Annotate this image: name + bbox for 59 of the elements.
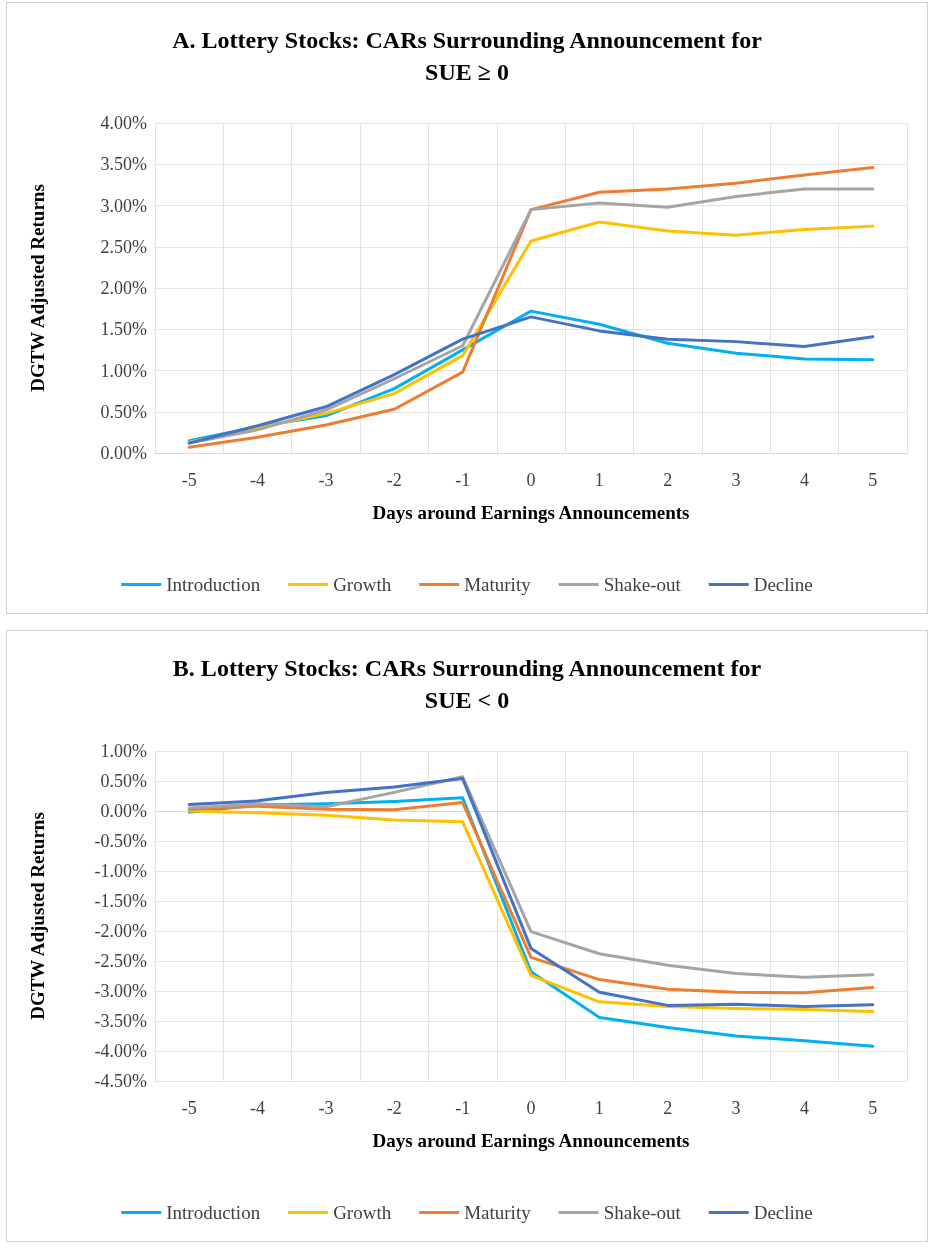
y-tick-label: -2.50%: [94, 951, 147, 971]
y-tick-label: -3.50%: [94, 1011, 147, 1031]
y-tick-label: 3.00%: [100, 195, 147, 216]
chart-title: A. Lottery Stocks: CARs Surrounding Announcement for SUE ≥ 0: [172, 27, 763, 85]
y-tick-label: 2.00%: [100, 278, 147, 298]
y-tick-label: -0.50%: [94, 831, 147, 851]
legend-label: Introduction: [166, 574, 261, 595]
x-tick-label: 0: [526, 470, 536, 490]
y-tick-label: 1.50%: [100, 319, 147, 340]
y-tick-label: 1.00%: [100, 741, 147, 761]
x-axis-title: Days around Earnings Announcements: [372, 502, 690, 523]
legend-label: Decline: [753, 574, 813, 595]
legend-label: Growth: [333, 1202, 392, 1223]
y-tick-label: -4.00%: [94, 1041, 147, 1061]
legend-label: Introduction: [166, 1202, 261, 1223]
x-tick-label: 5: [868, 470, 878, 490]
x-tick-label: 2: [663, 1098, 673, 1118]
x-tick-label: 1: [594, 1098, 604, 1118]
x-tick-label: 4: [799, 1098, 809, 1118]
x-tick-label: -3: [318, 1098, 334, 1118]
legend-label: Maturity: [464, 574, 532, 595]
legend-label: Growth: [333, 574, 392, 595]
x-tick-label: 5: [868, 1098, 878, 1118]
x-tick-label: -5: [181, 470, 197, 490]
x-tick-label: 4: [799, 470, 809, 490]
x-tick-label: 1: [594, 470, 604, 490]
x-tick-label: -4: [250, 470, 266, 490]
y-tick-label: -3.00%: [94, 981, 147, 1001]
y-tick-label: -1.50%: [94, 891, 147, 911]
chart-title: B. Lottery Stocks: CARs Surrounding Announcement for SUE < 0: [172, 655, 762, 713]
y-tick-label: 0.50%: [100, 401, 147, 422]
y-tick-label: 0.50%: [100, 771, 147, 791]
x-tick-label: 2: [663, 470, 673, 490]
y-tick-label: 3.50%: [100, 154, 147, 175]
legend-label: Maturity: [464, 1202, 532, 1223]
y-axis-title: DGTW Adjusted Returns: [27, 812, 48, 1020]
x-tick-label: -4: [250, 1098, 266, 1118]
x-tick-label: -1: [455, 1098, 471, 1118]
y-tick-label: 0.00%: [100, 801, 147, 821]
x-tick-label: -3: [318, 470, 334, 490]
y-tick-label: 1.00%: [100, 360, 147, 381]
x-tick-label: -2: [386, 470, 402, 490]
y-tick-label: -4.50%: [94, 1071, 147, 1091]
x-tick-label: -5: [181, 1098, 197, 1118]
y-tick-label: 0.00%: [100, 443, 147, 463]
legend-label: Shake-out: [603, 1202, 682, 1223]
y-tick-label: -1.00%: [94, 861, 147, 881]
legend-label: Decline: [753, 1202, 813, 1223]
y-tick-label: 2.50%: [100, 236, 147, 257]
x-tick-label: 3: [731, 470, 741, 490]
legend-label: Shake-out: [603, 574, 682, 595]
y-axis-title: DGTW Adjusted Returns: [27, 184, 48, 392]
x-tick-label: 0: [526, 1098, 536, 1118]
x-tick-label: 3: [731, 1098, 741, 1118]
y-tick-label: 4.00%: [100, 113, 147, 133]
x-tick-label: -2: [386, 1098, 402, 1118]
y-tick-label: -2.00%: [94, 921, 147, 941]
x-axis-title: Days around Earnings Announcements: [372, 1130, 690, 1151]
x-tick-label: -1: [455, 470, 471, 490]
